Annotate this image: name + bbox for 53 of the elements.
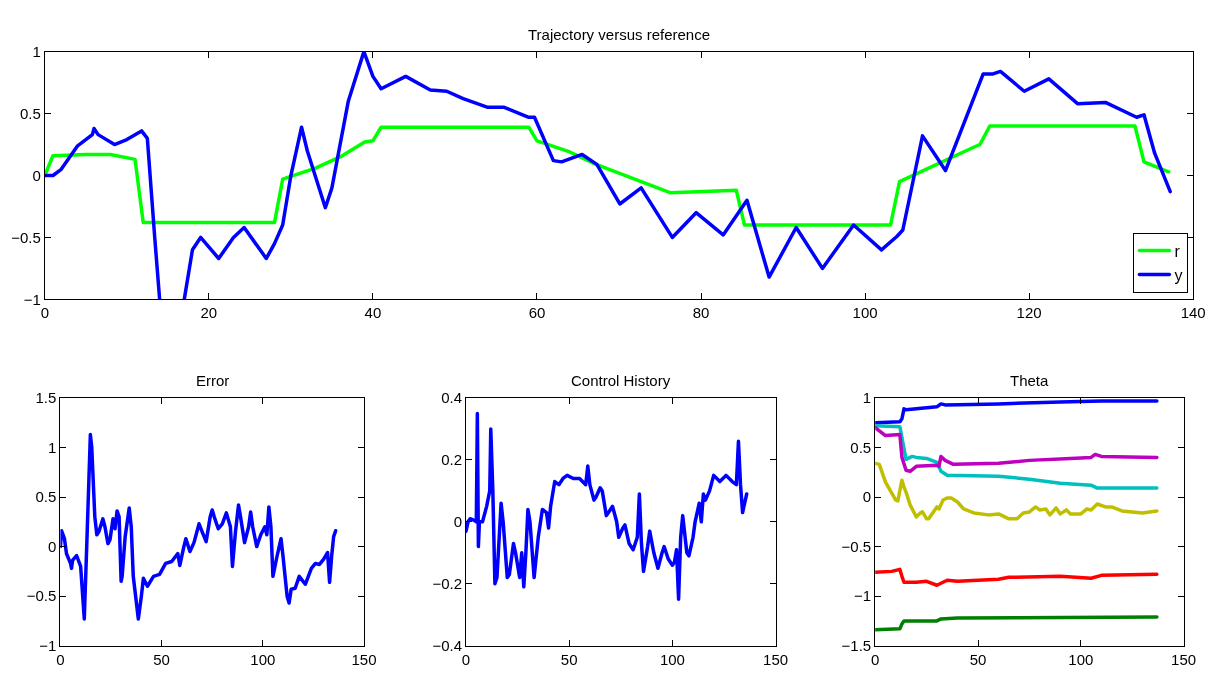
line-series xyxy=(875,567,1159,587)
legend-label: r xyxy=(1174,242,1181,260)
x-tick-label: 150 xyxy=(1171,650,1197,668)
y-tick-label: 1 xyxy=(862,389,872,407)
y-tick-label: 0.4 xyxy=(441,389,462,407)
y-tick-label: 0.5 xyxy=(19,104,41,122)
line-series xyxy=(875,399,1159,425)
line-series xyxy=(875,461,1159,521)
x-tick-label: 80 xyxy=(692,304,710,322)
y-tick-label: −1.5 xyxy=(841,636,872,654)
y-tick-label: 0 xyxy=(48,537,57,555)
x-tick-label: 50 xyxy=(153,650,170,668)
x-tick-label: 40 xyxy=(364,304,382,322)
y-tick-label: −0.5 xyxy=(26,587,57,605)
x-tick-label: 140 xyxy=(1180,304,1206,322)
x-tick-label: 150 xyxy=(351,650,377,668)
y-tick-label: 0 xyxy=(862,488,872,506)
line-series xyxy=(466,411,749,601)
line-series xyxy=(44,124,1171,227)
y-tick-label: −0.4 xyxy=(432,636,462,654)
line-series xyxy=(875,615,1159,632)
x-tick-label: 60 xyxy=(528,304,546,322)
y-tick-label: −0.5 xyxy=(11,228,41,246)
x-tick-label: 50 xyxy=(560,650,578,668)
line-series xyxy=(875,423,1159,490)
y-tick-label: 1 xyxy=(48,438,57,456)
y-tick-label: −1 xyxy=(854,587,872,605)
legend-label: y xyxy=(1174,266,1183,284)
y-tick-label: −1 xyxy=(23,290,41,308)
x-tick-label: 50 xyxy=(969,650,987,668)
x-tick-label: 20 xyxy=(200,304,218,322)
y-tick-label: 0 xyxy=(32,166,41,184)
y-tick-label: 0 xyxy=(453,513,462,531)
y-tick-label: −0.5 xyxy=(841,537,872,555)
chart-title: Control History xyxy=(571,372,671,389)
chart-title: Theta xyxy=(1010,372,1050,389)
y-tick-label: 0.5 xyxy=(35,488,57,506)
line-series xyxy=(60,432,338,621)
chart-title: Trajectory versus reference xyxy=(528,26,711,43)
x-tick-label: 150 xyxy=(763,650,789,668)
x-tick-label: 120 xyxy=(1016,304,1042,322)
x-tick-label: 100 xyxy=(659,650,685,668)
y-tick-label: 0.5 xyxy=(850,438,872,456)
line-series xyxy=(875,425,1159,474)
y-tick-label: 0.2 xyxy=(441,451,462,469)
y-tick-label: −1 xyxy=(39,636,57,654)
x-tick-label: 100 xyxy=(250,650,276,668)
chart-title: Error xyxy=(196,372,230,389)
x-tick-label: 100 xyxy=(852,304,878,322)
y-tick-label: 1 xyxy=(32,42,41,60)
y-tick-label: 1.5 xyxy=(35,389,57,407)
x-tick-label: 100 xyxy=(1068,650,1094,668)
y-tick-label: −0.2 xyxy=(432,575,462,592)
